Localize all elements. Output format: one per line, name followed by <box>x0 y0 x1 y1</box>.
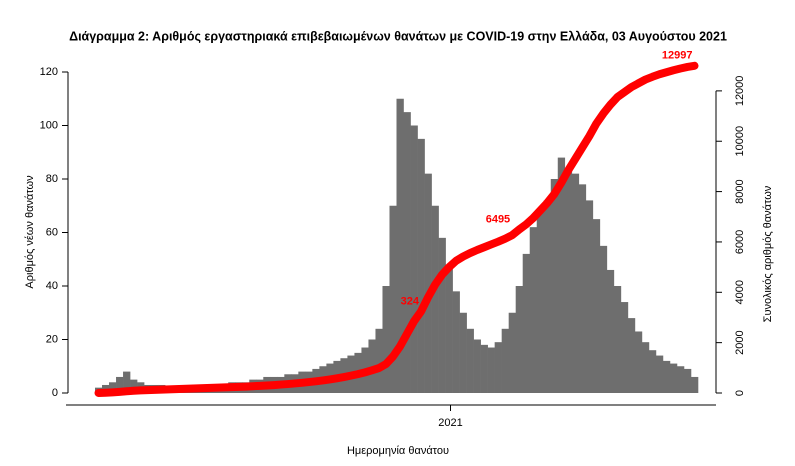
bar <box>382 286 390 393</box>
bar <box>648 350 657 393</box>
bar <box>410 125 418 393</box>
bar <box>473 339 481 393</box>
bar <box>585 200 594 393</box>
bar <box>571 173 580 393</box>
bar <box>662 360 671 393</box>
bar <box>634 331 643 393</box>
x-tick-label: 2021 <box>438 417 462 429</box>
y-tick-label: 40 <box>46 280 58 292</box>
x-axis-label: Ημερομηνία θανάτου <box>347 445 449 457</box>
y2-tick-label: 4000 <box>734 280 746 304</box>
bar <box>417 138 425 393</box>
bar <box>480 344 488 393</box>
bar <box>487 347 495 393</box>
annotation: 6495 <box>486 213 510 225</box>
y2-tick-label: 10000 <box>734 126 746 157</box>
bar <box>620 302 629 393</box>
y-tick-label: 100 <box>40 119 58 131</box>
bar <box>424 173 432 393</box>
bar <box>676 366 685 393</box>
bar <box>130 379 138 393</box>
y-tick-label: 20 <box>46 333 58 345</box>
y-tick-label: 0 <box>52 387 58 399</box>
bar <box>655 355 664 393</box>
y2-tick-label: 6000 <box>734 230 746 254</box>
bar <box>641 342 650 393</box>
bar <box>515 286 524 393</box>
annotation: 324 <box>401 295 420 307</box>
bar <box>389 205 397 393</box>
y2-tick-label: 12000 <box>734 76 746 107</box>
bar <box>627 318 636 393</box>
y2-tick-label: 8000 <box>734 179 746 203</box>
bar <box>690 376 699 393</box>
bar <box>613 286 622 393</box>
bar <box>557 157 566 393</box>
y-axis-label: Αριθμός νέων θανάτων <box>24 175 36 289</box>
bar <box>459 312 467 393</box>
bar <box>396 98 404 393</box>
bar <box>375 328 383 393</box>
bar <box>599 245 608 393</box>
bar <box>116 376 124 393</box>
chart-title: Διάγραμμα 2: Αριθμός εργαστηριακά επιβεβ… <box>69 29 727 43</box>
bar <box>578 184 587 393</box>
y2-axis-label: Συνολικός αριθμός θανάτων <box>762 185 774 322</box>
bar <box>508 312 516 393</box>
annotation: 12997 <box>662 50 693 62</box>
bar <box>109 382 117 393</box>
y-tick-label: 60 <box>46 226 58 238</box>
y-tick-label: 120 <box>40 66 58 78</box>
bar <box>501 328 509 393</box>
bar <box>403 112 411 393</box>
bar <box>683 368 692 393</box>
bar <box>522 253 531 393</box>
bar <box>494 342 502 393</box>
bar <box>592 219 601 393</box>
bar <box>445 264 453 393</box>
bar <box>438 237 446 393</box>
bar <box>550 179 559 393</box>
y-tick-label: 80 <box>46 173 58 185</box>
bar <box>564 168 573 393</box>
y2-tick-label: 2000 <box>734 330 746 354</box>
bar <box>452 291 460 393</box>
bar <box>606 269 615 393</box>
cumulative-line <box>94 61 699 397</box>
bar <box>529 227 538 393</box>
bar <box>543 200 552 393</box>
bar <box>431 205 439 393</box>
bar <box>536 211 545 393</box>
bar <box>466 328 474 393</box>
bar <box>669 363 678 393</box>
y2-tick-label: 0 <box>734 390 746 396</box>
bar <box>123 371 131 393</box>
